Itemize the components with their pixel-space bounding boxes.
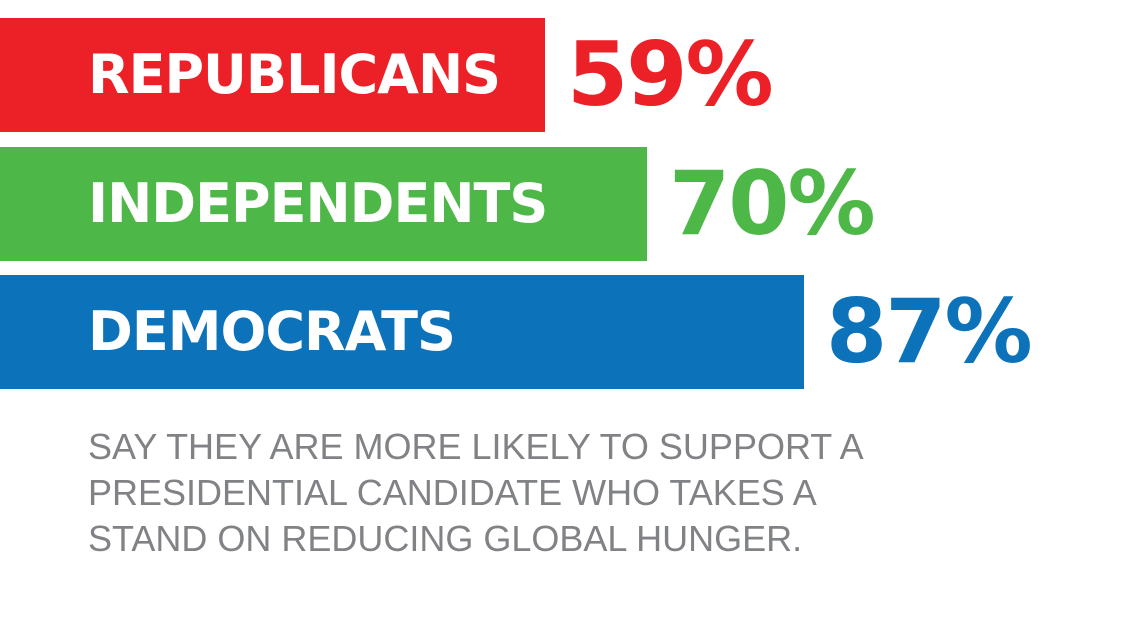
caption-line-3: STAND ON REDUCING GLOBAL HUNGER. bbox=[88, 518, 803, 559]
bar-value-democrats: 87% bbox=[826, 280, 1033, 383]
bar-label-independents: INDEPENDENTS bbox=[88, 172, 548, 235]
bar-value-independents: 70% bbox=[669, 152, 876, 255]
caption-line-2: PRESIDENTIAL CANDIDATE WHO TAKES A bbox=[88, 472, 817, 513]
caption-line-1: SAY THEY ARE MORE LIKELY TO SUPPORT A bbox=[88, 426, 864, 467]
bar-label-democrats: DEMOCRATS bbox=[88, 300, 456, 363]
bar-independents bbox=[0, 147, 647, 261]
bar-value-republicans: 59% bbox=[567, 23, 774, 126]
bar-republicans bbox=[0, 18, 545, 132]
chart-caption: SAY THEY ARE MORE LIKELY TO SUPPORT A PR… bbox=[88, 424, 988, 562]
bar-label-republicans: REPUBLICANS bbox=[88, 43, 501, 106]
bar-democrats bbox=[0, 275, 804, 389]
